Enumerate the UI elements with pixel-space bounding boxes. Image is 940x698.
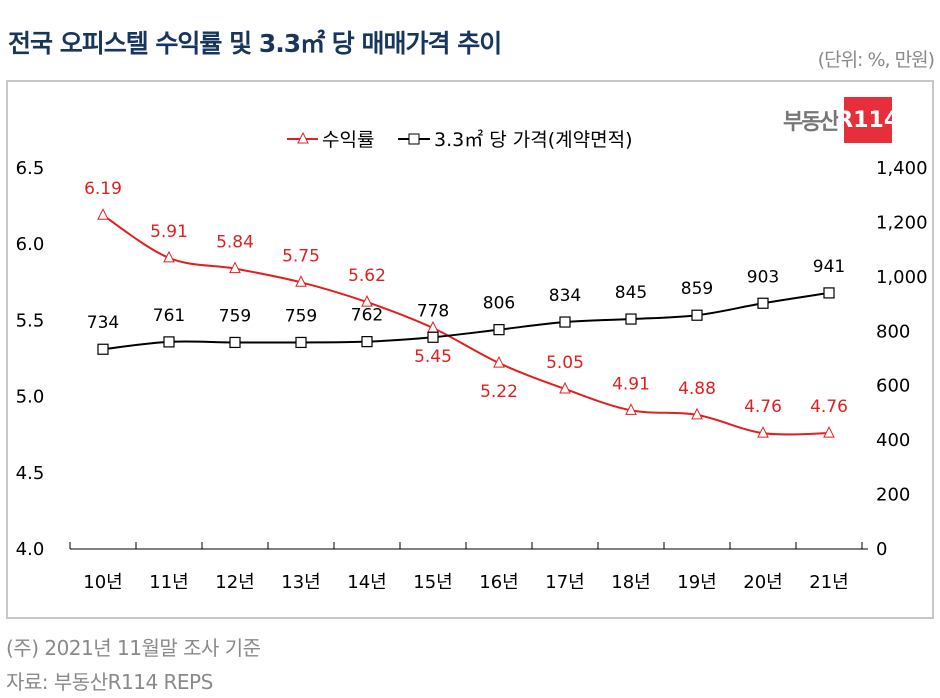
series-line-square bbox=[102, 291, 830, 351]
data-label: 762 bbox=[351, 306, 383, 326]
square-marker bbox=[757, 297, 769, 309]
data-label: 5.62 bbox=[348, 266, 386, 286]
legend-label: 수익률 bbox=[322, 129, 374, 151]
y-left-tick-label: 4.5 bbox=[16, 463, 45, 484]
square-marker bbox=[229, 336, 241, 349]
data-label: 834 bbox=[549, 286, 581, 306]
r114-logo: 부동산 R114 bbox=[783, 97, 899, 143]
y-left-tick-label: 6.0 bbox=[16, 234, 45, 255]
x-tick-label: 13년 bbox=[281, 572, 320, 593]
y-right-tick-label: 1,000 bbox=[876, 267, 928, 288]
square-marker bbox=[295, 336, 307, 349]
data-label: 4.76 bbox=[810, 397, 848, 417]
x-tick-label: 16년 bbox=[479, 572, 518, 593]
x-tick-label: 12년 bbox=[215, 572, 254, 593]
triangle-marker bbox=[295, 275, 307, 287]
data-label: 759 bbox=[219, 306, 251, 326]
data-label: 5.22 bbox=[480, 382, 518, 402]
logo-badge: R114 bbox=[836, 97, 899, 143]
x-tick-label: 21년 bbox=[809, 572, 848, 593]
logo-text: 부동산 bbox=[783, 110, 840, 135]
square-marker bbox=[691, 309, 703, 321]
square-marker bbox=[625, 313, 637, 325]
chart-title: 전국 오피스텔 수익률 및 3.3㎡ 당 매매가격 추이 bbox=[8, 29, 502, 58]
y-left-tick-label: 4.0 bbox=[16, 539, 45, 560]
footnote: (주) 2021년 11월말 조사 기준 bbox=[6, 636, 261, 660]
data-label: 806 bbox=[483, 294, 515, 314]
y-right-tick-label: 1,200 bbox=[876, 212, 928, 233]
y-right-tick-label: 800 bbox=[876, 321, 910, 342]
data-label: 6.19 bbox=[84, 179, 122, 199]
x-tick-label: 15년 bbox=[413, 572, 452, 593]
y-right-tick-label: 200 bbox=[876, 485, 910, 506]
triangle-marker bbox=[97, 208, 109, 220]
legend-label: 3.3㎡ 당 가격(계약면적) bbox=[434, 128, 632, 151]
x-tick-label: 20년 bbox=[743, 572, 782, 593]
data-label: 4.91 bbox=[612, 374, 650, 394]
triangle-marker bbox=[823, 426, 835, 438]
y-left-tick-label: 5.5 bbox=[16, 310, 45, 331]
source-note: 자료: 부동산R114 REPS bbox=[6, 670, 213, 694]
triangle-marker bbox=[559, 381, 571, 394]
square-marker bbox=[427, 331, 439, 343]
y-right-tick-label: 600 bbox=[876, 376, 910, 397]
data-label: 903 bbox=[747, 267, 779, 287]
x-tick-label: 14년 bbox=[347, 572, 386, 593]
square-marker bbox=[559, 316, 571, 328]
data-label: 5.05 bbox=[546, 353, 584, 373]
legend-triangle-icon bbox=[297, 131, 309, 144]
x-tick-label: 11년 bbox=[149, 572, 188, 593]
x-tick-label: 19년 bbox=[677, 572, 716, 593]
unit-label: (단위: %, 만원) bbox=[817, 49, 935, 71]
data-label: 845 bbox=[615, 283, 647, 303]
data-label: 859 bbox=[681, 279, 713, 299]
square-marker bbox=[361, 336, 373, 348]
x-tick-label: 17년 bbox=[545, 572, 584, 593]
data-label: 5.45 bbox=[414, 347, 452, 367]
triangle-marker bbox=[625, 403, 637, 415]
square-marker bbox=[163, 336, 175, 348]
data-label: 5.75 bbox=[282, 246, 320, 266]
square-marker bbox=[493, 324, 505, 336]
y-left-tick-label: 6.5 bbox=[16, 158, 45, 179]
triangle-marker bbox=[757, 426, 769, 438]
data-label: 5.91 bbox=[150, 222, 188, 242]
y-left-tick-label: 5.0 bbox=[16, 387, 45, 408]
data-label: 4.88 bbox=[678, 379, 716, 399]
data-label: 778 bbox=[417, 301, 449, 321]
square-marker bbox=[97, 343, 109, 355]
x-tick-label: 10년 bbox=[83, 572, 122, 593]
triangle-marker bbox=[691, 407, 703, 420]
triangle-marker bbox=[361, 294, 373, 307]
data-label: 4.76 bbox=[744, 397, 782, 417]
x-tick-label: 18년 bbox=[611, 572, 650, 593]
triangle-marker bbox=[163, 250, 175, 263]
y-right-tick-label: 0 bbox=[876, 539, 887, 560]
data-label: 761 bbox=[153, 306, 185, 326]
y-right-tick-label: 1,400 bbox=[876, 158, 928, 179]
y-right-tick-label: 400 bbox=[876, 430, 910, 451]
data-label: 734 bbox=[87, 313, 119, 333]
triangle-marker bbox=[229, 261, 241, 274]
triangle-marker bbox=[493, 355, 505, 368]
chart-frame bbox=[6, 80, 934, 619]
square-marker bbox=[823, 287, 835, 299]
legend-square-icon bbox=[408, 133, 420, 145]
data-label: 5.84 bbox=[216, 233, 254, 253]
data-label: 759 bbox=[285, 306, 317, 326]
data-label: 941 bbox=[813, 257, 845, 277]
series-line-triangle bbox=[102, 214, 830, 436]
